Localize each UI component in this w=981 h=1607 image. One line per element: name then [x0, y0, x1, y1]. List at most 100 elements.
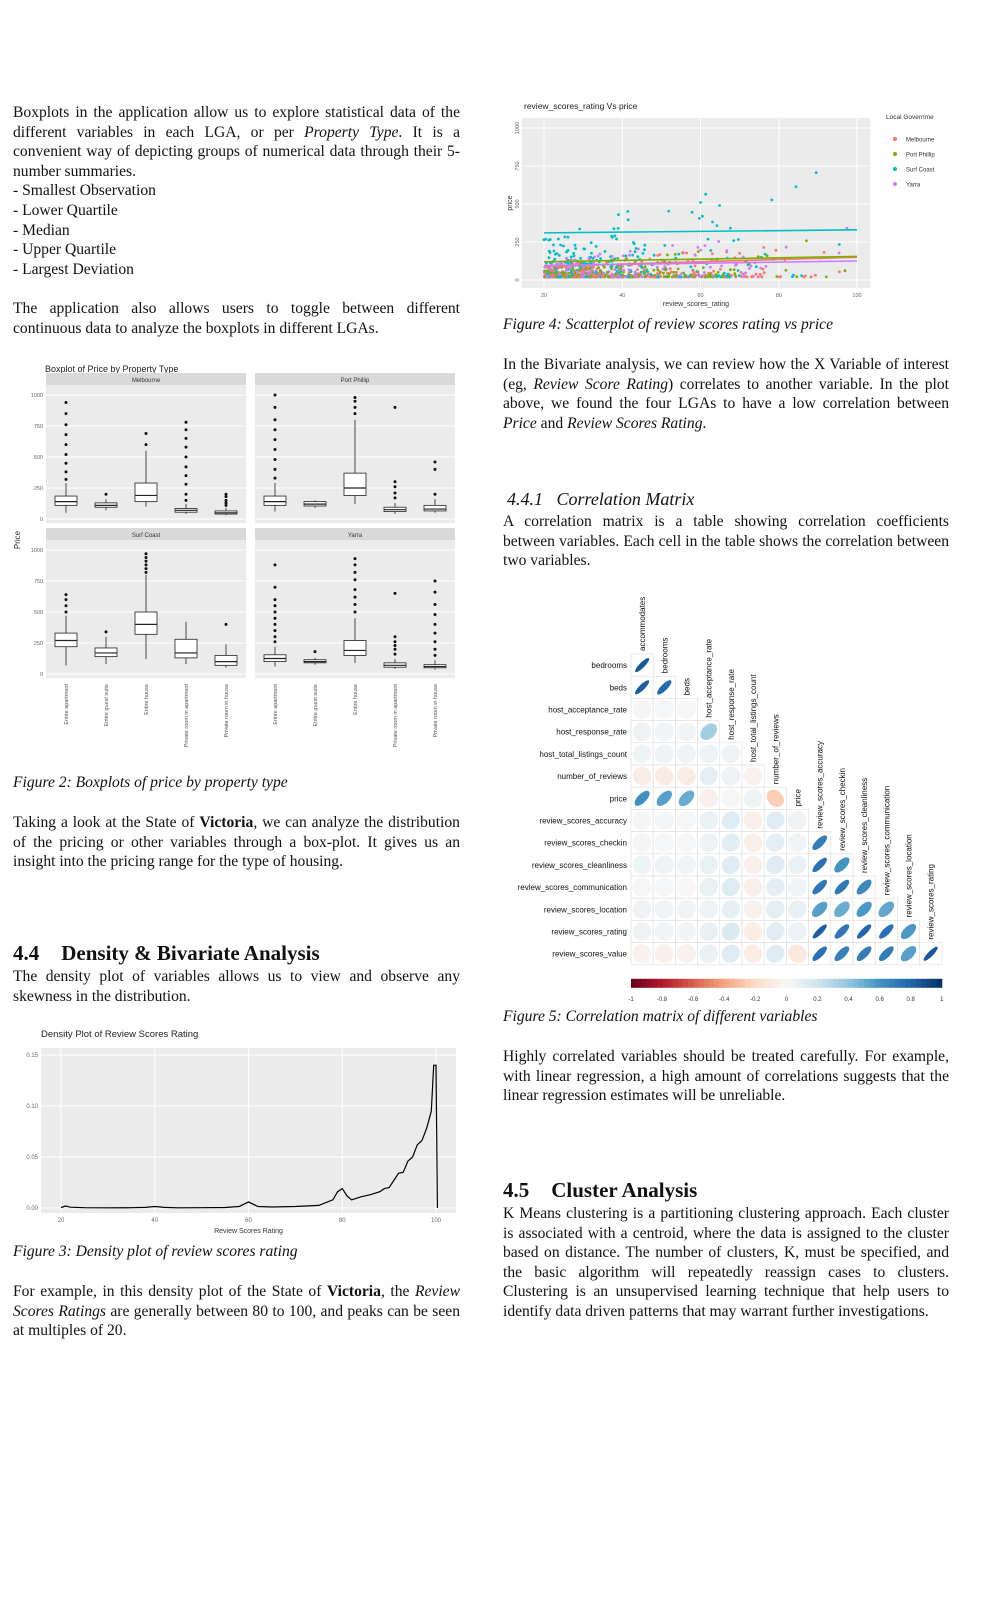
- outlier-point: [393, 591, 397, 595]
- correlation-ellipse: [721, 944, 740, 963]
- correlation-ellipse: [677, 922, 696, 941]
- data-point: [641, 252, 645, 255]
- colorbar-segment: [786, 978, 793, 988]
- row-label: review_scores_cleanliness: [532, 861, 627, 870]
- data-point: [637, 247, 640, 251]
- correlation-ellipse: [678, 790, 695, 807]
- data-point: [617, 213, 620, 216]
- outlier-point: [393, 635, 397, 639]
- row-label: beds: [610, 683, 627, 692]
- column-label: host_total_listings_count: [749, 674, 758, 762]
- facet-label: Melbourne: [132, 378, 161, 384]
- colorbar-tick-label: 0: [785, 997, 789, 1003]
- data-point: [616, 269, 619, 273]
- outlier-point: [433, 653, 437, 657]
- x-tick-label: Private room in house: [433, 684, 439, 738]
- y-tick-label: 0: [40, 517, 43, 523]
- colorbar-segment: [734, 978, 741, 988]
- correlation-ellipse: [654, 855, 674, 875]
- data-point: [738, 251, 741, 255]
- outlier-point: [273, 428, 277, 432]
- data-point: [640, 260, 644, 264]
- correlation-ellipse: [699, 833, 719, 853]
- y-tick-label: 250: [515, 237, 521, 246]
- data-point: [800, 274, 803, 277]
- data-point: [784, 268, 788, 272]
- correlation-ellipse: [812, 901, 828, 917]
- data-point: [554, 274, 558, 278]
- data-point: [677, 252, 681, 256]
- x-tick-label: Entire guest suite: [313, 684, 319, 727]
- x-tick-label: 100: [431, 1218, 442, 1224]
- correlation-ellipse: [654, 744, 674, 764]
- outlier-point: [273, 640, 277, 644]
- data-point: [590, 251, 593, 255]
- data-point: [711, 220, 714, 224]
- correlation-ellipse: [632, 833, 652, 853]
- data-point: [548, 251, 552, 255]
- outlier-point: [184, 498, 188, 502]
- data-point: [580, 273, 584, 277]
- legend-swatch: [893, 152, 897, 156]
- outlier-point: [353, 405, 357, 409]
- colorbar-segment: [905, 978, 912, 988]
- colorbar-segment: [739, 978, 746, 988]
- outlier-point: [393, 491, 397, 495]
- data-point: [663, 265, 667, 268]
- colorbar-segment: [869, 978, 875, 988]
- data-point: [629, 270, 633, 273]
- data-point: [599, 257, 602, 260]
- data-point: [709, 249, 713, 252]
- data-point: [717, 274, 721, 278]
- data-point: [634, 247, 638, 250]
- outlier-point: [433, 603, 437, 607]
- outlier-point: [273, 476, 277, 480]
- box: [214, 654, 238, 666]
- data-point: [546, 272, 550, 275]
- colorbar-segment: [921, 978, 927, 988]
- data-point: [667, 275, 671, 278]
- colorbar-tick-label: 0.4: [844, 997, 853, 1003]
- correlation-ellipse: [743, 833, 763, 853]
- correlation-ellipse: [632, 766, 652, 786]
- box: [134, 482, 158, 503]
- outlier-point: [313, 650, 317, 654]
- data-point: [750, 275, 753, 279]
- outlier-point: [224, 501, 228, 505]
- correlation-ellipse: [856, 901, 872, 917]
- facet-strip: [46, 528, 246, 540]
- data-point: [659, 270, 662, 274]
- data-point: [734, 264, 737, 267]
- colorbar-segment: [926, 978, 932, 988]
- colorbar-segment: [817, 978, 824, 988]
- section-number: 4.4: [13, 941, 40, 965]
- colorbar-segment: [874, 978, 881, 988]
- multicollinearity-block: Highly correlated variables should be tr…: [503, 1047, 949, 1106]
- outlier-point: [224, 498, 228, 502]
- x-tick-label: Entire apartment: [64, 684, 70, 725]
- correlation-ellipse: [788, 855, 807, 875]
- outlier-point: [273, 457, 277, 461]
- column-label: bedrooms: [660, 638, 669, 674]
- multicollinearity-paragraph: Highly correlated variables should be tr…: [503, 1048, 949, 1105]
- figure-2-caption: Figure 2: Boxplots of price by property …: [13, 774, 288, 791]
- outlier-point: [144, 570, 148, 574]
- x-tick-label: 60: [697, 293, 703, 299]
- facet-strip: [46, 373, 246, 385]
- x-tick-label: Entire apartment: [273, 684, 279, 725]
- correlation-ellipse: [766, 877, 785, 897]
- outlier-point: [184, 436, 188, 440]
- data-point: [764, 265, 768, 268]
- correlation-ellipse: [632, 744, 652, 764]
- correlation-ellipse: [900, 923, 917, 940]
- legend-swatch: [893, 137, 897, 141]
- colorbar-segment: [915, 978, 922, 988]
- correlation-ellipse: [834, 924, 850, 939]
- outlier-point: [144, 431, 148, 435]
- correlation-ellipse: [788, 877, 807, 897]
- outlier-point: [393, 640, 397, 644]
- outlier-point: [273, 629, 277, 633]
- box: [343, 472, 367, 496]
- box: [134, 611, 158, 635]
- list-item: - Median: [13, 221, 70, 239]
